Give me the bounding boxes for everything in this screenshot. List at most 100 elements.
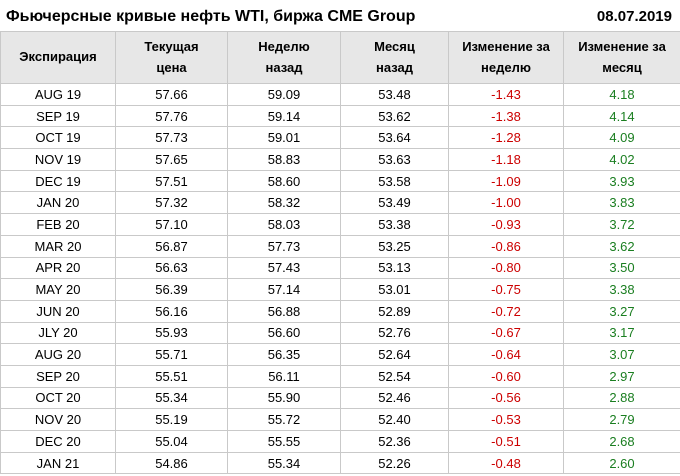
expiration-cell: DEC 20 <box>0 430 116 453</box>
current-price-cell: 57.65 <box>115 148 228 171</box>
month-change-cell: 2.88 <box>563 386 680 410</box>
month-ago-cell: 53.62 <box>340 104 449 128</box>
expiration-cell: SEP 20 <box>0 364 116 388</box>
table-row: MAR 20 56.87 57.73 53.25 -0.86 3.62 <box>0 234 680 258</box>
column-header-current-price: Текущая цена <box>115 31 228 84</box>
month-change-cell: 3.83 <box>563 191 680 215</box>
month-change-cell: 4.18 <box>563 83 680 106</box>
current-price-cell: 57.10 <box>115 213 228 236</box>
table-row: JAN 21 54.86 55.34 52.26 -0.48 2.60 <box>0 451 680 475</box>
expiration-cell: NOV 20 <box>0 408 116 431</box>
month-change-cell: 3.93 <box>563 169 680 193</box>
column-header-week-change: Изменение за неделю <box>448 31 564 84</box>
week-change-cell: -0.80 <box>448 256 564 280</box>
week-ago-cell: 58.32 <box>227 191 341 215</box>
current-price-cell: 57.66 <box>115 83 228 106</box>
table-row: AUG 20 55.71 56.35 52.64 -0.64 3.07 <box>0 343 680 366</box>
expiration-cell: OCT 20 <box>0 386 116 410</box>
month-ago-cell: 52.40 <box>340 408 449 431</box>
week-change-cell: -1.18 <box>448 148 564 171</box>
week-change-cell: -0.48 <box>448 451 564 475</box>
week-change-cell: -0.51 <box>448 430 564 453</box>
table-row: JUN 20 56.16 56.88 52.89 -0.72 3.27 <box>0 299 680 323</box>
current-price-cell: 57.32 <box>115 191 228 215</box>
month-ago-cell: 52.64 <box>340 343 449 366</box>
futures-table: Экспирация Текущая цена Неделю назад Месяц … <box>0 31 680 475</box>
month-ago-cell: 52.26 <box>340 451 449 475</box>
expiration-cell: OCT 19 <box>0 126 116 150</box>
week-ago-cell: 58.60 <box>227 169 341 193</box>
title-bar: Фьючерсные кривые нефть WTI, биржа CME G… <box>0 0 680 31</box>
month-change-cell: 3.07 <box>563 343 680 366</box>
week-ago-cell: 57.43 <box>227 256 341 280</box>
week-change-cell: -1.43 <box>448 83 564 106</box>
current-price-cell: 55.04 <box>115 430 228 453</box>
table-row: DEC 19 57.51 58.60 53.58 -1.09 3.93 <box>0 169 680 193</box>
table-row: SEP 20 55.51 56.11 52.54 -0.60 2.97 <box>0 364 680 388</box>
table-row: SEP 19 57.76 59.14 53.62 -1.38 4.14 <box>0 104 680 128</box>
column-header-month-ago: Месяц назад <box>340 31 449 84</box>
column-header-week-ago: Неделю назад <box>227 31 341 84</box>
current-price-cell: 57.76 <box>115 104 228 128</box>
month-change-cell: 2.68 <box>563 430 680 453</box>
expiration-cell: MAR 20 <box>0 234 116 258</box>
week-change-cell: -0.53 <box>448 408 564 431</box>
page-title: Фьючерсные кривые нефть WTI, биржа CME G… <box>6 7 416 25</box>
week-change-cell: -1.00 <box>448 191 564 215</box>
week-ago-cell: 58.03 <box>227 213 341 236</box>
month-change-cell: 3.38 <box>563 278 680 301</box>
week-ago-cell: 56.11 <box>227 364 341 388</box>
expiration-cell: APR 20 <box>0 256 116 280</box>
month-change-cell: 2.60 <box>563 451 680 475</box>
month-ago-cell: 53.63 <box>340 148 449 171</box>
table-header-row: Экспирация Текущая цена Неделю назад Месяц … <box>0 31 680 84</box>
table-row: NOV 20 55.19 55.72 52.40 -0.53 2.79 <box>0 408 680 431</box>
week-ago-cell: 59.14 <box>227 104 341 128</box>
month-ago-cell: 53.49 <box>340 191 449 215</box>
week-change-cell: -0.56 <box>448 386 564 410</box>
expiration-cell: SEP 19 <box>0 104 116 128</box>
current-price-cell: 56.63 <box>115 256 228 280</box>
month-ago-cell: 52.89 <box>340 299 449 323</box>
table-row: AUG 19 57.66 59.09 53.48 -1.43 4.18 <box>0 83 680 106</box>
current-price-cell: 57.51 <box>115 169 228 193</box>
month-change-cell: 3.72 <box>563 213 680 236</box>
table-row: MAY 20 56.39 57.14 53.01 -0.75 3.38 <box>0 278 680 301</box>
column-header-expiration: Экспирация <box>0 31 116 84</box>
week-change-cell: -0.60 <box>448 364 564 388</box>
table-row: APR 20 56.63 57.43 53.13 -0.80 3.50 <box>0 256 680 280</box>
month-ago-cell: 53.58 <box>340 169 449 193</box>
month-ago-cell: 52.76 <box>340 321 449 345</box>
expiration-cell: DEC 19 <box>0 169 116 193</box>
week-ago-cell: 57.73 <box>227 234 341 258</box>
month-ago-cell: 52.54 <box>340 364 449 388</box>
current-price-cell: 55.71 <box>115 343 228 366</box>
month-change-cell: 4.09 <box>563 126 680 150</box>
month-change-cell: 3.27 <box>563 299 680 323</box>
week-ago-cell: 55.34 <box>227 451 341 475</box>
week-change-cell: -0.93 <box>448 213 564 236</box>
current-price-cell: 57.73 <box>115 126 228 150</box>
table-row: OCT 20 55.34 55.90 52.46 -0.56 2.88 <box>0 386 680 410</box>
week-ago-cell: 59.09 <box>227 83 341 106</box>
current-price-cell: 55.34 <box>115 386 228 410</box>
expiration-cell: MAY 20 <box>0 278 116 301</box>
month-ago-cell: 52.36 <box>340 430 449 453</box>
week-change-cell: -1.38 <box>448 104 564 128</box>
week-change-cell: -0.72 <box>448 299 564 323</box>
month-ago-cell: 53.25 <box>340 234 449 258</box>
month-change-cell: 2.79 <box>563 408 680 431</box>
expiration-cell: NOV 19 <box>0 148 116 171</box>
expiration-cell: JLY 20 <box>0 321 116 345</box>
week-change-cell: -0.64 <box>448 343 564 366</box>
week-ago-cell: 58.83 <box>227 148 341 171</box>
week-change-cell: -0.67 <box>448 321 564 345</box>
week-ago-cell: 55.72 <box>227 408 341 431</box>
month-change-cell: 3.62 <box>563 234 680 258</box>
report-date: 08.07.2019 <box>596 8 672 25</box>
month-ago-cell: 53.13 <box>340 256 449 280</box>
table-row: NOV 19 57.65 58.83 53.63 -1.18 4.02 <box>0 148 680 171</box>
expiration-cell: JAN 21 <box>0 451 116 475</box>
week-change-cell: -1.28 <box>448 126 564 150</box>
